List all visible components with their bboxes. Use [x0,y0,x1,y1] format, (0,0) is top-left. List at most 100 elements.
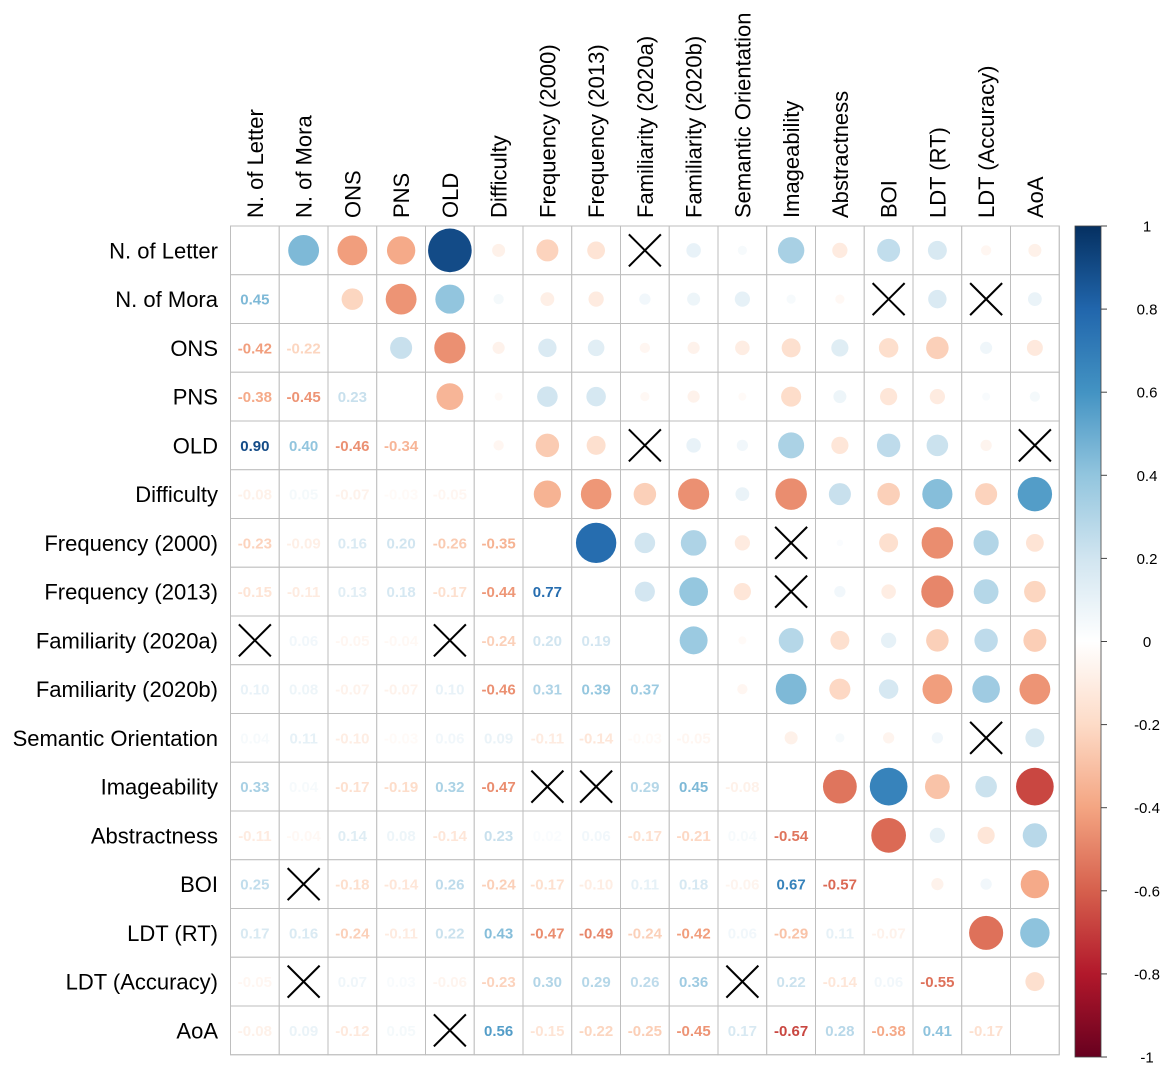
correlation-value-label: 0.33 [240,779,269,796]
cell-background [522,810,573,861]
row-label: PNS [173,385,218,410]
cell-background [278,810,329,861]
matrix-cell: -0.54 [766,810,816,861]
cell-background [278,518,329,568]
correlation-circle [494,392,503,401]
correlation-value-label: -0.17 [530,877,564,894]
matrix-cell [717,323,768,373]
cell-background [522,713,573,763]
matrix-cell: -0.67 [766,1005,816,1056]
cross-line [774,526,808,560]
matrix-cell: -0.38 [230,371,280,422]
matrix-cell: -0.18 [327,859,378,909]
matrix-cell: -0.03 [620,713,670,763]
matrix-cell [815,713,865,763]
matrix-cell [863,371,914,422]
cell-background [620,615,670,666]
cell-background [230,810,280,861]
cell-background [425,956,475,1007]
missing-value-cross-mark [579,769,613,804]
correlation-circle [687,341,700,354]
matrix-cell: -0.15 [522,1005,573,1056]
correlation-value-label: -0.11 [384,925,417,942]
cell-background [815,810,865,861]
correlation-value-label: -0.24 [628,925,663,942]
correlation-circle [1016,767,1054,806]
correlation-value-label: -0.04 [287,828,322,845]
matrix-cell: 0.03 [376,956,426,1007]
matrix-cell [912,469,963,519]
correlation-value-label: 0.16 [338,535,367,552]
matrix-cell: 0.22 [425,908,475,958]
correlation-circle [634,532,656,554]
missing-value-cross-mark [433,1013,467,1048]
matrix-cell: -0.24 [473,615,524,666]
cross-line [725,964,760,999]
matrix-cell [815,518,865,568]
matrix-cell [961,713,1011,763]
correlation-value-label: 0.08 [387,828,416,845]
correlation-value-label: -0.08 [725,779,759,796]
correlation-value-label: -0.18 [335,877,369,894]
cross-line [969,282,1003,316]
correlation-circle [639,342,651,354]
correlation-circle [781,338,801,358]
matrix-cell [766,371,816,422]
cell-background [571,615,621,666]
correlation-circle [1025,533,1044,552]
cell-background [620,908,670,958]
matrix-cell [912,761,963,812]
missing-value-cross-mark [286,964,321,999]
matrix-cell [278,859,329,909]
cell-background [376,713,426,763]
correlation-value-label: 0.17 [240,925,269,942]
correlation-value-label: 0.22 [435,925,464,942]
matrix-cell: -0.38 [863,1005,914,1056]
correlation-value-label: 0.77 [533,584,562,601]
matrix-cell [961,420,1011,471]
cell-background [766,761,816,812]
matrix-cell: 0.16 [327,518,378,568]
matrix-cell: -0.14 [425,810,475,861]
correlation-value-label: -0.46 [482,682,516,699]
cross-line [969,721,1003,755]
correlation-circle [1024,580,1046,603]
correlation-circle [879,533,899,553]
matrix-cell [912,225,963,276]
cell-background [620,664,670,714]
correlation-value-label: 0.06 [435,730,464,747]
matrix-cell [376,323,426,373]
matrix-cell [620,615,670,666]
correlation-value-label: -0.05 [335,633,369,650]
cross-line [628,233,662,268]
matrix-cell [571,761,621,812]
matrix-cell: 0.07 [327,956,378,1007]
cell-background [230,371,280,422]
column-label: PNS [389,173,414,218]
colorbar-gradient [1074,225,1102,1058]
matrix-cell: -0.17 [522,859,573,909]
matrix-cell [766,664,816,714]
matrix-cell: 0.30 [522,956,573,1007]
correlation-value-label: -0.08 [238,1023,272,1040]
correlation-value-label: -0.03 [628,730,662,747]
correlation-circle [337,235,368,266]
correlation-circle [975,775,997,798]
correlation-circle [1025,972,1045,992]
cell-background [327,323,378,373]
correlation-value-label: -0.06 [725,877,759,894]
correlation-value-label: -0.10 [335,730,369,747]
correlation-value-label: 0.04 [240,730,270,747]
matrix-cell: -0.07 [376,664,426,714]
matrix-cell [961,615,1011,666]
matrix-cell [961,371,1011,422]
cell-background [278,566,329,617]
matrix-cell: -0.47 [473,761,524,812]
matrix-cell: 0.06 [571,810,621,861]
cell-background [473,908,524,958]
correlation-circle [588,291,604,307]
matrix-cell [230,615,280,666]
correlation-circle [784,731,798,745]
matrix-cell: -0.11 [522,713,573,763]
cell-background [522,518,573,568]
